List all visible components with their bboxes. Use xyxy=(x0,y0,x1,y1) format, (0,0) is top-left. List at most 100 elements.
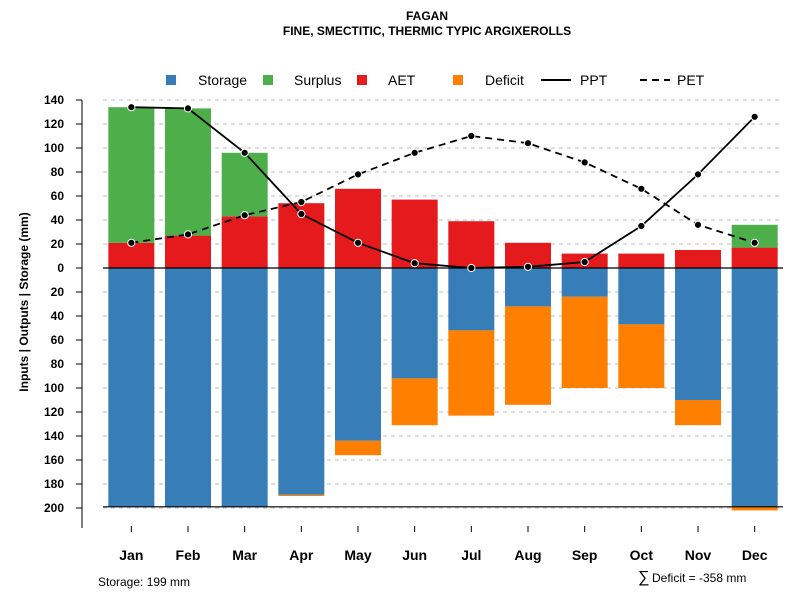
bar-deficit xyxy=(448,330,495,416)
legend-swatch xyxy=(357,75,367,85)
y-tick-label: 120 xyxy=(44,405,64,419)
y-tick-label: 160 xyxy=(44,453,64,467)
bar-storage xyxy=(391,268,438,379)
point-pet xyxy=(183,230,193,239)
point-pet xyxy=(693,220,703,229)
legend-label: PPT xyxy=(580,72,608,88)
bar-storage xyxy=(505,268,551,307)
point-ppt xyxy=(580,257,589,267)
bar-deficit xyxy=(505,306,551,405)
chart-title: FAGAN xyxy=(406,9,448,23)
x-tick-label: Nov xyxy=(685,547,712,563)
x-tick-label: Sep xyxy=(572,547,598,563)
point-ppt xyxy=(183,104,193,113)
line-ppt xyxy=(131,106,756,269)
bar-surplus xyxy=(221,152,268,217)
legend-swatch xyxy=(263,75,273,85)
x-tick-label: Apr xyxy=(289,547,314,563)
point-pet xyxy=(523,139,533,148)
y-tick-label: 40 xyxy=(51,213,65,227)
point-ppt xyxy=(637,221,646,231)
bars xyxy=(108,107,778,511)
legend-swatch xyxy=(453,75,463,85)
bar-storage xyxy=(561,268,608,297)
bar-surplus xyxy=(108,107,155,243)
x-tick-label: May xyxy=(344,547,371,563)
y-tick-label: 180 xyxy=(44,477,64,491)
grid-lines xyxy=(103,99,783,509)
bar-aet xyxy=(221,216,268,268)
bar-deficit xyxy=(731,506,778,511)
bar-storage xyxy=(675,268,721,400)
legend-swatch xyxy=(166,75,176,85)
y-tick-label: 200 xyxy=(44,501,64,515)
bar-storage xyxy=(221,268,268,507)
point-pet xyxy=(410,148,419,157)
point-pet xyxy=(353,170,363,179)
bar-storage xyxy=(335,268,381,441)
storage-annotation: Storage: 199 mm xyxy=(98,575,190,589)
legend-label: Storage xyxy=(198,72,247,88)
bar-storage xyxy=(108,268,155,507)
y-tick-label: 20 xyxy=(51,285,65,299)
legend-label: Deficit xyxy=(485,72,524,88)
y-axis-label: Inputs | Outputs | Storage (mm) xyxy=(17,212,31,391)
bar-aet xyxy=(731,247,778,268)
x-tick-label: Oct xyxy=(630,547,654,563)
x-tick-label: Jul xyxy=(461,547,481,563)
bar-deficit xyxy=(335,440,381,456)
point-ppt xyxy=(410,259,419,268)
bar-aet xyxy=(335,188,381,268)
legend-label: Surplus xyxy=(294,72,341,88)
bar-aet xyxy=(448,221,495,268)
y-tick-label: 140 xyxy=(44,429,64,443)
bar-surplus xyxy=(165,108,211,236)
bar-aet xyxy=(675,250,721,268)
y-tick-label: 0 xyxy=(57,261,64,275)
point-ppt xyxy=(240,148,249,157)
point-ppt xyxy=(297,209,306,219)
line-pet xyxy=(131,135,755,244)
bar-aet xyxy=(618,253,665,268)
y-tick-label: 80 xyxy=(51,357,65,371)
point-ppt xyxy=(693,170,703,179)
point-ppt xyxy=(467,263,476,273)
bar-storage xyxy=(165,268,211,507)
y-tick-label: 20 xyxy=(51,237,65,251)
legend: Storage Surplus AET Deficit PPT PET xyxy=(166,72,705,88)
deficit-annotation: Deficit = -358 mm xyxy=(652,571,746,585)
bar-deficit xyxy=(391,378,438,426)
y-tick-label: 100 xyxy=(44,141,64,155)
point-ppt xyxy=(127,103,136,112)
axes: 2001801601401201008060402002040608010012… xyxy=(44,93,783,563)
point-pet xyxy=(750,238,759,247)
x-tick-label: Dec xyxy=(742,547,768,563)
y-tick-label: 40 xyxy=(51,309,65,323)
bar-deficit xyxy=(675,400,721,426)
bar-storage xyxy=(278,268,325,495)
bar-aet xyxy=(391,199,438,268)
bar-storage xyxy=(618,268,665,325)
chart-titles: FAGAN FINE, SMECTITIC, THERMIC TYPIC ARG… xyxy=(283,9,571,38)
bar-deficit xyxy=(618,324,665,388)
y-tick-label: 80 xyxy=(51,165,65,179)
point-pet xyxy=(637,184,646,193)
point-pet xyxy=(580,158,589,167)
bar-deficit xyxy=(278,494,325,496)
bar-aet xyxy=(108,242,155,268)
point-pet xyxy=(467,131,476,141)
y-tick-label: 60 xyxy=(51,333,65,347)
x-tick-label: Aug xyxy=(514,547,541,563)
bar-surplus xyxy=(731,224,778,248)
series-lines xyxy=(127,103,759,273)
bar-deficit xyxy=(561,296,608,388)
chart-subtitle: FINE, SMECTITIC, THERMIC TYPIC ARGIXEROL… xyxy=(283,24,571,38)
legend-label: AET xyxy=(388,72,416,88)
x-tick-label: Mar xyxy=(232,547,257,563)
sum-icon: ∑ xyxy=(638,569,649,586)
x-tick-label: Jun xyxy=(402,547,427,563)
point-pet xyxy=(127,238,136,247)
bar-aet xyxy=(165,235,211,268)
y-tick-label: 120 xyxy=(44,117,64,131)
y-tick-label: 100 xyxy=(44,381,64,395)
